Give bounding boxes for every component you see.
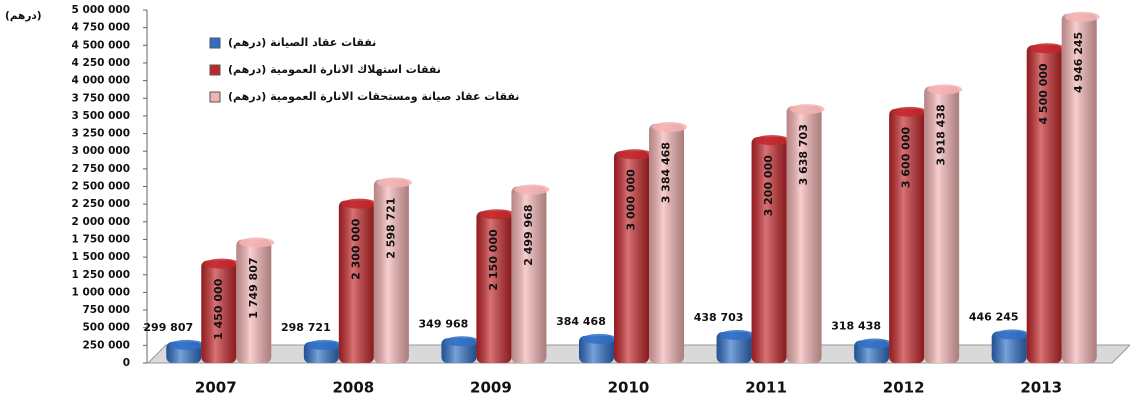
bar-top [927, 84, 963, 95]
y-tick-label: 1 750 000 [72, 233, 130, 245]
bar-top [719, 330, 755, 341]
bar-shade [924, 86, 960, 363]
y-tick-label: 3 000 000 [72, 145, 130, 157]
bar-shade [614, 151, 649, 363]
bar-shade [1026, 45, 1062, 364]
x-tick-label: 2010 [608, 379, 650, 397]
y-tick-label: 0 [123, 357, 130, 369]
y-tick-label: 2 000 000 [72, 216, 130, 228]
bar-top [204, 258, 240, 269]
value-label: 4 500 000 [1037, 63, 1050, 125]
bar-shade [716, 332, 752, 363]
value-label: 2 499 968 [522, 205, 535, 266]
value-label: 3 638 703 [797, 124, 810, 185]
value-label: 299 807 [143, 321, 193, 334]
bar-shade [236, 239, 272, 363]
value-label: 438 703 [694, 311, 744, 324]
value-label: 1 749 807 [247, 257, 260, 318]
bar-shade [511, 186, 547, 363]
bar-shade [991, 331, 1027, 363]
bar-top [444, 336, 480, 347]
bar-top [239, 237, 275, 248]
y-tick-label: 4 250 000 [72, 57, 130, 69]
bar-top [306, 339, 342, 350]
y-tick-label: 2 750 000 [72, 163, 130, 175]
value-label: 3 600 000 [900, 127, 913, 189]
y-tick-label: 3 500 000 [72, 110, 130, 122]
bar-shade [889, 108, 925, 363]
bar-shade [649, 124, 684, 364]
y-tick-label: 4 000 000 [72, 75, 130, 87]
bar-top [652, 122, 687, 133]
bar-top [341, 198, 377, 209]
y-tick-label: 3 750 000 [72, 92, 130, 104]
y-tick-label: 750 000 [83, 304, 131, 316]
x-tick-label: 2009 [470, 379, 512, 397]
value-label: 384 468 [556, 315, 606, 328]
y-axis-label: (درهم) [5, 10, 42, 22]
value-label: 4 946 245 [1072, 32, 1085, 93]
y-tick-label: 2 250 000 [72, 198, 130, 210]
value-label: 2 598 721 [384, 198, 397, 259]
y-tick-label: 1 000 000 [72, 286, 130, 298]
value-label: 318 438 [831, 320, 881, 333]
value-label: 2 150 000 [487, 229, 500, 291]
y-tick-label: 5 000 000 [72, 4, 130, 16]
bar-top [994, 329, 1030, 340]
x-tick-label: 2012 [883, 379, 925, 397]
value-label: 3 918 438 [935, 104, 948, 165]
value-label: 2 300 000 [349, 218, 362, 280]
value-label: 1 450 000 [212, 278, 225, 340]
legend-swatch [209, 64, 221, 76]
bar-shade [751, 137, 787, 363]
legend-label: نفقات عقاد صيانة ومستحقات الانارة العموم… [228, 90, 519, 103]
legend-swatch [209, 91, 221, 103]
bar-top [1029, 43, 1065, 54]
y-tick-label: 4 750 000 [72, 22, 130, 34]
bar-top [617, 149, 652, 160]
bar-top [1064, 11, 1100, 22]
value-label: 349 968 [419, 317, 469, 330]
bar-top [582, 333, 617, 344]
bar-top [479, 209, 515, 220]
x-tick-label: 2013 [1020, 379, 1062, 397]
bar-top [892, 106, 928, 117]
bar-shade [1061, 13, 1097, 363]
bar-shade [201, 260, 237, 363]
y-tick-label: 3 250 000 [72, 128, 130, 140]
bar-top [169, 339, 205, 350]
value-label: 298 721 [281, 321, 331, 334]
x-tick-label: 2011 [745, 379, 787, 397]
value-label: 3 384 468 [660, 142, 673, 203]
legend-label: نفقات عقاد الصيانة (درهم) [228, 36, 376, 49]
y-tick-label: 250 000 [83, 339, 131, 351]
legend-swatch [209, 37, 221, 49]
y-tick-label: 4 500 000 [72, 39, 130, 51]
bar-top [376, 177, 412, 188]
bar-shade [476, 211, 512, 363]
value-label: 3 200 000 [762, 155, 775, 217]
bar-top [857, 338, 893, 349]
bar-shade [373, 179, 409, 363]
value-label: 446 245 [969, 310, 1019, 323]
bar-top [789, 104, 825, 115]
y-tick-label: 1 250 000 [72, 269, 130, 281]
bar-shade [338, 200, 374, 363]
y-tick-label: 2 500 000 [72, 181, 130, 193]
legend-label: نفقات استهلاك الانارة العمومية (درهم) [228, 63, 441, 76]
y-tick-label: 500 000 [83, 322, 131, 334]
bar-shade [786, 106, 822, 363]
y-tick-label: 1 500 000 [72, 251, 130, 263]
x-tick-label: 2008 [332, 379, 374, 397]
x-tick-label: 2007 [195, 379, 237, 397]
bar-top [514, 184, 550, 195]
bar-top [754, 135, 790, 146]
value-label: 3 000 000 [625, 169, 638, 231]
